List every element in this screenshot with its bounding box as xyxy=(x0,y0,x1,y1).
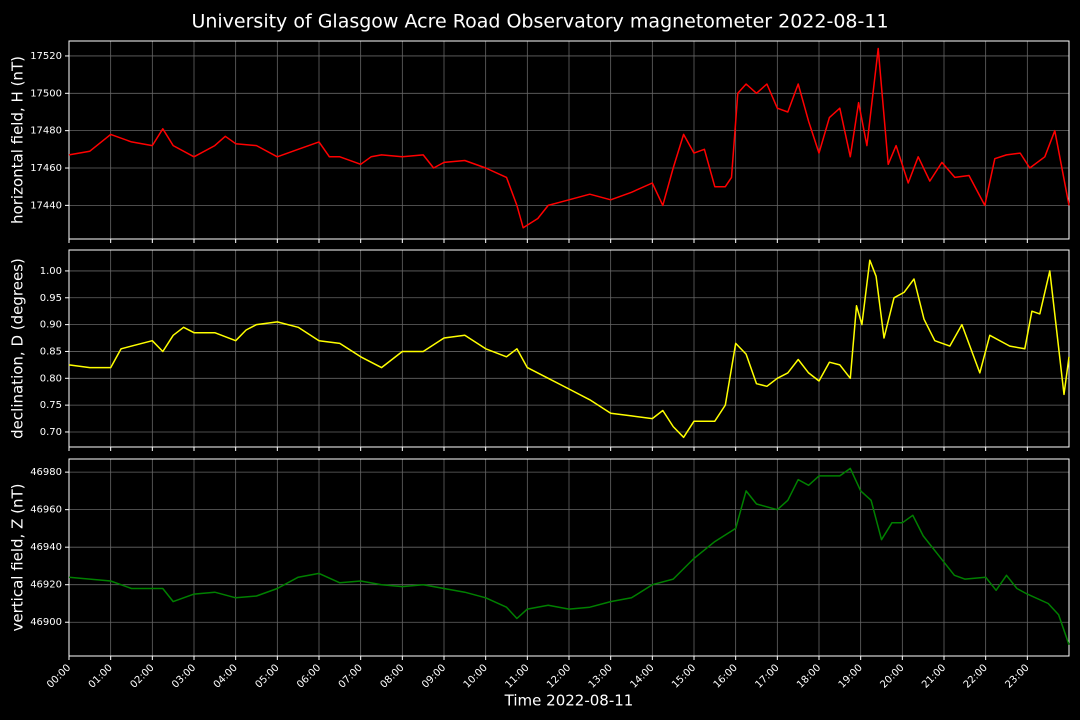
y-tick-label: 46900 xyxy=(30,617,62,628)
plot-frame xyxy=(68,458,1070,657)
y-tick-label: 46960 xyxy=(30,505,62,516)
y-tick-label: 46940 xyxy=(30,542,62,553)
figure-title: University of Glasgow Acre Road Observat… xyxy=(191,11,888,33)
y-tick-label: 46920 xyxy=(30,580,62,591)
x-axis-label: Time 2022-08-11 xyxy=(504,692,634,710)
y-tick-label: 17520 xyxy=(30,51,62,62)
y-tick-label: 0.80 xyxy=(40,373,62,384)
y-tick-label: 46980 xyxy=(30,467,62,478)
data-line xyxy=(68,467,1070,645)
y-tick-label: 17440 xyxy=(30,200,62,211)
y-tick-label: 17460 xyxy=(30,163,62,174)
y-tick-label: 0.90 xyxy=(40,320,62,331)
y-tick-label: 1.00 xyxy=(40,266,62,277)
y-axis-label: declination, D (degrees) xyxy=(9,258,27,439)
plot-frame xyxy=(68,249,1070,448)
data-line xyxy=(68,47,1070,229)
y-tick-label: 17500 xyxy=(30,88,62,99)
y-tick-label: 0.95 xyxy=(40,293,62,304)
plot-frame xyxy=(68,40,1070,240)
y-axis-label: vertical field, Z (nT) xyxy=(9,483,27,631)
y-tick-label: 17480 xyxy=(30,126,62,137)
y-tick-label: 0.85 xyxy=(40,346,62,357)
y-tick-label: 0.70 xyxy=(40,427,62,438)
y-tick-label: 0.75 xyxy=(40,400,62,411)
data-line xyxy=(68,259,1070,439)
y-axis-label: horizontal field, H (nT) xyxy=(9,56,27,224)
